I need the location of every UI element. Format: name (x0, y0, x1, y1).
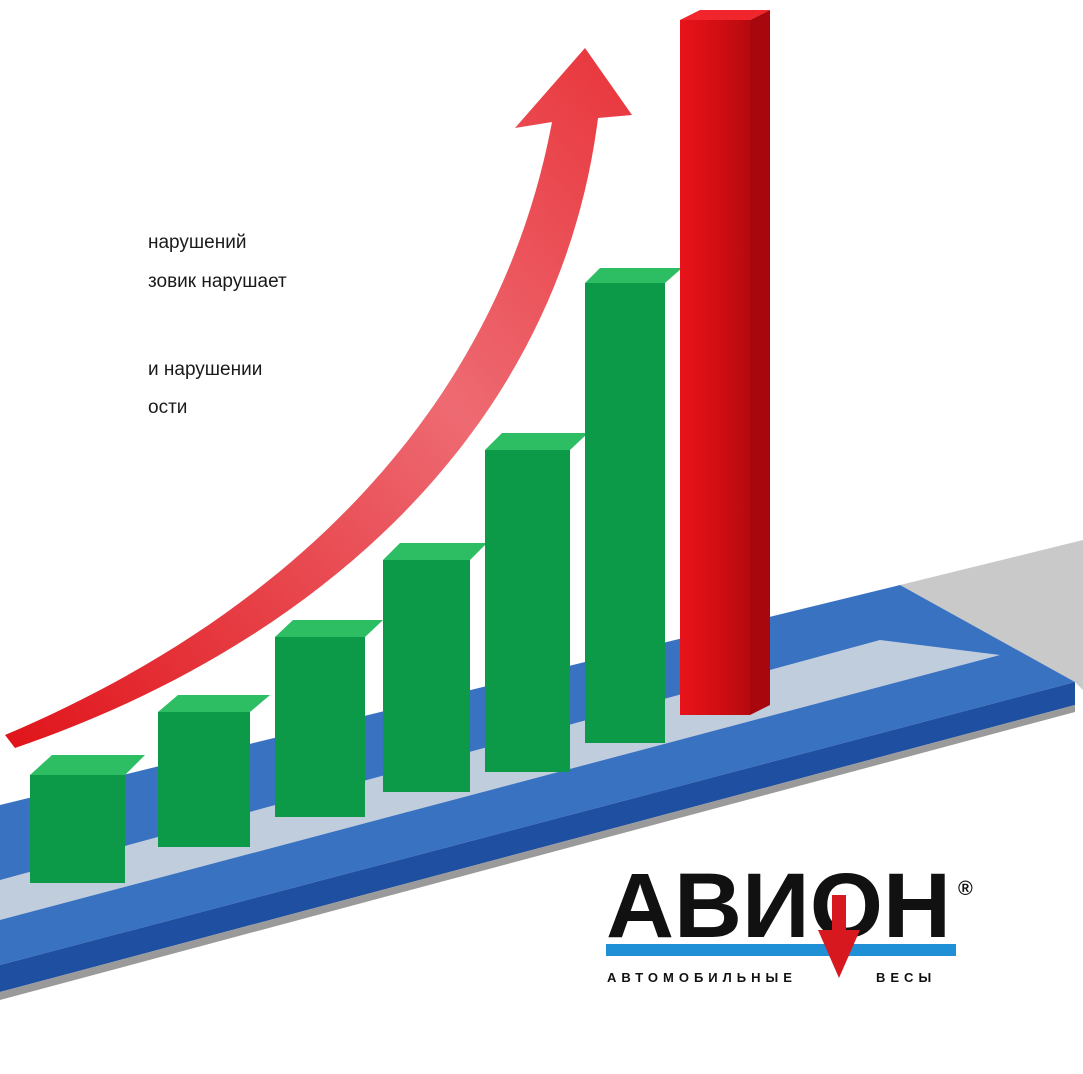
logo-name: АВИОН (606, 855, 951, 957)
green-bars (30, 268, 682, 883)
platform-side (0, 682, 1075, 992)
text-line: ости (148, 397, 188, 418)
red-bar-side (750, 10, 770, 715)
logo-mark: ® (958, 878, 973, 900)
logo: АВИОН ® АВТОМОБИЛЬНЫЕ ВЕСЫ (606, 855, 973, 985)
text-line: зовик нарушает (148, 271, 287, 292)
red-bar (680, 20, 750, 715)
growth-arrow (5, 48, 632, 748)
logo-subtitle-left: АВТОМОБИЛЬНЫЕ (607, 970, 797, 985)
red-bar-top (680, 10, 770, 20)
text-line: и нарушении (148, 359, 263, 380)
logo-subtitle-right: ВЕСЫ (876, 970, 936, 985)
platform-base (0, 705, 1075, 1000)
platform-end (900, 540, 1083, 690)
text-line: нарушений (148, 232, 247, 253)
